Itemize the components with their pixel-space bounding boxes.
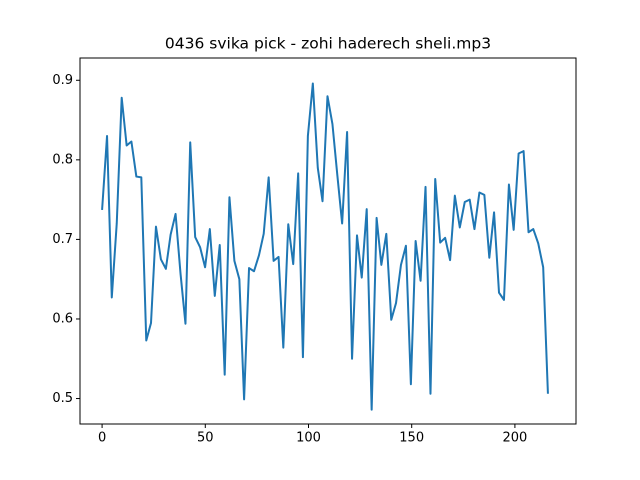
x-tick-label: 150 (399, 431, 424, 446)
x-tick-label: 200 (502, 431, 527, 446)
y-tick-label: 0.5 (52, 391, 73, 406)
y-tick-label: 0.9 (52, 73, 73, 88)
y-tick-label: 0.7 (52, 232, 73, 247)
x-tick-label: 50 (197, 431, 214, 446)
y-tick-label: 0.6 (52, 311, 73, 326)
x-tick-label: 0 (98, 431, 106, 446)
chart-title: 0436 svika pick - zohi haderech sheli.mp… (165, 35, 491, 53)
line (101, 82, 549, 411)
x-tick-label: 100 (296, 431, 321, 446)
plot-frame (79, 57, 577, 425)
y-tick-label: 0.8 (52, 152, 73, 167)
